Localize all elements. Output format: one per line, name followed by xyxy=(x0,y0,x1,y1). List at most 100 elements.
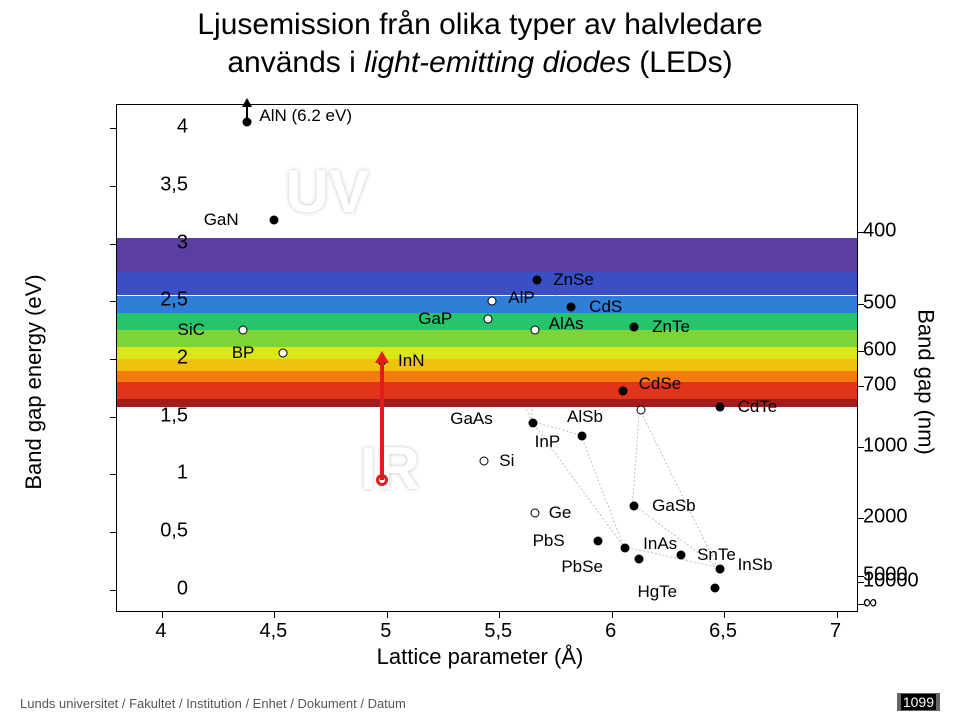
material-point-ZnSe xyxy=(533,276,542,285)
xticklabel: 5 xyxy=(380,620,391,643)
ytick-left xyxy=(110,590,117,591)
material-label-Si: Si xyxy=(499,451,514,471)
material-point-CdS xyxy=(567,303,576,312)
material-label-AlSb: AlSb xyxy=(567,407,603,427)
yticklabel-left: 4 xyxy=(177,116,188,139)
yticklabel-right: 700 xyxy=(863,373,896,396)
material-point-HgTe xyxy=(711,583,720,592)
xticklabel: 4,5 xyxy=(259,620,287,643)
title-line2b: light‐emitting diodes xyxy=(364,46,631,79)
yticklabel-left: 1 xyxy=(177,462,188,485)
material-point-ZnTe xyxy=(630,322,639,331)
yticklabel-left: 0,5 xyxy=(160,520,188,543)
slide: Ljusemission från olika typer av halvled… xyxy=(0,0,960,717)
material-label-PbS: PbS xyxy=(533,531,565,551)
material-point-PbSe xyxy=(634,554,643,563)
material-label-AlAs: AlAs xyxy=(549,314,584,334)
xtick xyxy=(387,611,388,618)
xtick xyxy=(837,611,838,618)
ir-region-label: IR xyxy=(360,434,420,503)
yticklabel-right: ∞ xyxy=(863,591,877,614)
spectrum-band xyxy=(117,347,857,359)
plot-area: GaNSiCBPInNGaPAlPAlAsZnSeCdSZnTeCdSeCdTe… xyxy=(116,104,858,612)
xticklabel: 6,5 xyxy=(709,620,737,643)
material-point-AlP xyxy=(488,297,497,306)
red-arrow-circle xyxy=(376,474,388,486)
material-point-CdSe xyxy=(618,387,627,396)
red-arrow-line xyxy=(380,361,384,480)
bandgap-chart: Band gap energy (eV) Band gap (nm) Latti… xyxy=(20,92,940,672)
xticklabel: 7 xyxy=(830,620,841,643)
yticklabel-left: 3 xyxy=(177,231,188,254)
xtick xyxy=(724,611,725,618)
xtick xyxy=(499,611,500,618)
yticklabel-right: 5000 xyxy=(863,563,908,586)
material-point-CdTe xyxy=(715,403,724,412)
spectrum-band xyxy=(117,330,857,347)
material-label-ZnSe: ZnSe xyxy=(553,270,594,290)
footer-text: Lunds universitet / Fakultet / Instituti… xyxy=(20,696,406,711)
title-line2c: (LEDs) xyxy=(631,46,733,79)
material-label-ZnTe: ZnTe xyxy=(652,317,690,337)
material-point-InSb xyxy=(715,565,724,574)
yticklabel-right: 2000 xyxy=(863,506,908,529)
yticklabel-left: 2,5 xyxy=(160,289,188,312)
yticklabel-right: 1000 xyxy=(863,434,908,457)
material-label-GaAs: GaAs xyxy=(450,409,493,429)
material-point-InAs xyxy=(621,544,630,553)
material-label-InSb: InSb xyxy=(738,555,773,575)
material-point-BP xyxy=(279,349,288,358)
yticklabel-right: 600 xyxy=(863,338,896,361)
material-point-GaN xyxy=(270,216,279,225)
material-point-AlSb xyxy=(636,405,645,414)
material-point-PbS xyxy=(594,537,603,546)
material-label-CdTe: CdTe xyxy=(738,397,778,417)
page-number: 1099 xyxy=(897,693,940,711)
material-label-PbSe: PbSe xyxy=(561,557,603,577)
ytick-left xyxy=(110,532,117,533)
ytick-left xyxy=(110,244,117,245)
material-point-AlN xyxy=(243,118,252,127)
material-label-HgTe: HgTe xyxy=(637,582,677,602)
material-point-SnTe xyxy=(677,551,686,560)
material-label-BP: BP xyxy=(232,343,255,363)
material-label-CdS: CdS xyxy=(589,297,622,317)
spectrum-band xyxy=(117,272,857,295)
ytick-left xyxy=(110,417,117,418)
xticklabel: 4 xyxy=(155,620,166,643)
yticklabel-left: 3,5 xyxy=(160,173,188,196)
material-point-SiC xyxy=(238,326,247,335)
slide-title: Ljusemission från olika typer av halvled… xyxy=(0,6,960,81)
yticklabel-left: 2 xyxy=(177,347,188,370)
y-axis-left-title: Band gap energy (eV) xyxy=(21,274,47,489)
material-point-GaP xyxy=(484,314,493,323)
spectrum-band xyxy=(117,238,857,273)
aln-arrow-head xyxy=(242,98,252,107)
xtick xyxy=(162,611,163,618)
yticklabel-right: 500 xyxy=(863,291,896,314)
spectrum-band xyxy=(117,296,857,313)
yticklabel-right: 400 xyxy=(863,220,896,243)
material-label-InP: InP xyxy=(535,432,561,452)
material-label-Ge: Ge xyxy=(549,503,572,523)
material-point-InP xyxy=(578,432,587,441)
material-label-InN: InN xyxy=(398,351,424,371)
aln-arrow-stem xyxy=(246,106,248,118)
title-line2a: används i xyxy=(227,46,364,79)
x-axis-title: Lattice parameter (Å) xyxy=(377,644,584,670)
uv-region-label: UV xyxy=(286,157,369,226)
yticklabel-left: 0 xyxy=(177,577,188,600)
material-label-GaP: GaP xyxy=(418,309,452,329)
red-arrow-head xyxy=(375,351,389,363)
material-point-GaAs xyxy=(528,418,537,427)
material-point-GaSb xyxy=(630,501,639,510)
material-label-InAs: InAs xyxy=(643,534,677,554)
material-point-AlAs xyxy=(531,326,540,335)
material-label-AlN: AlN (6.2 eV) xyxy=(259,106,352,126)
ytick-left xyxy=(110,186,117,187)
spectrum-band xyxy=(117,359,857,371)
material-label-CdSe: CdSe xyxy=(639,374,682,394)
xtick xyxy=(274,611,275,618)
material-label-SiC: SiC xyxy=(178,320,205,340)
y-axis-right-title: Band gap (nm) xyxy=(913,309,939,455)
